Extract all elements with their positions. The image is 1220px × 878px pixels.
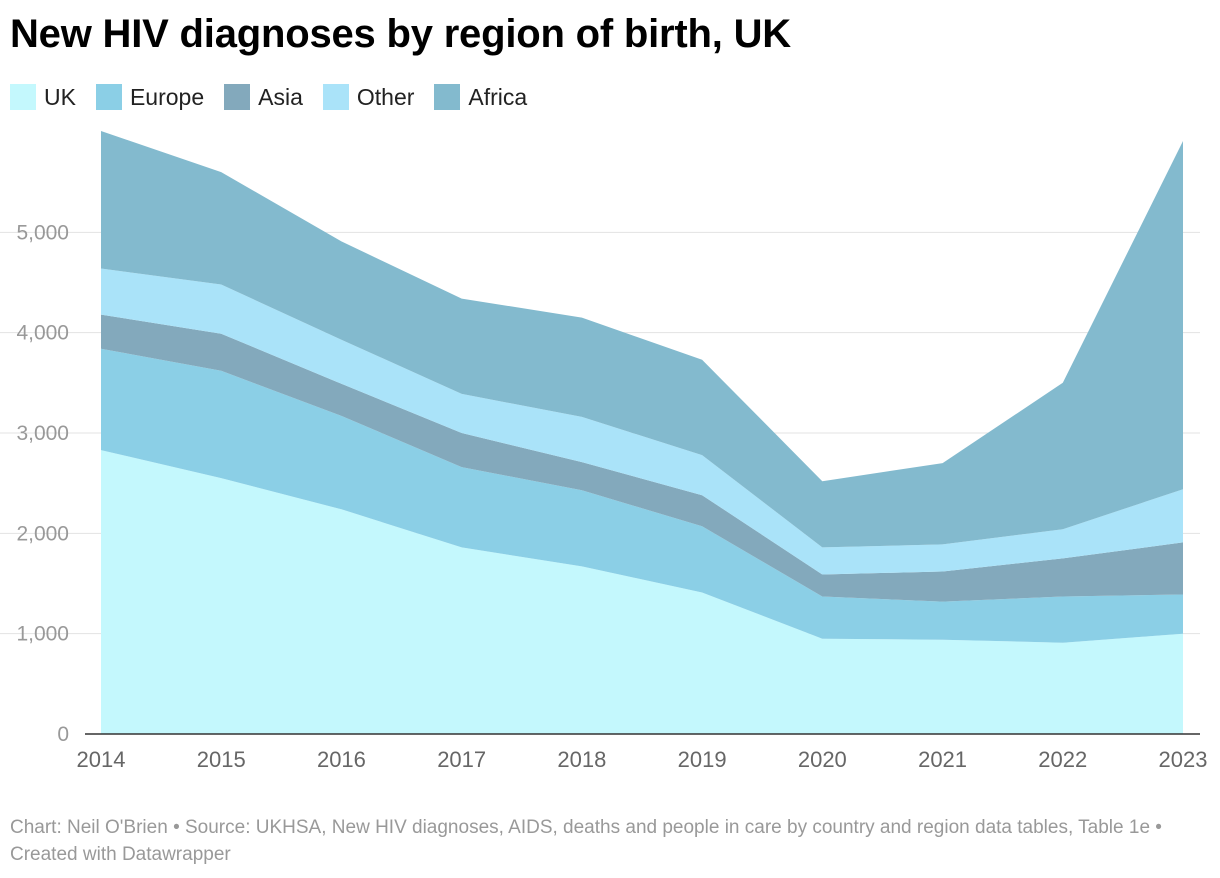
legend-item-other: Other [322,83,415,111]
chart-title: New HIV diagnoses by region of birth, UK [10,12,791,56]
y-tick-label: 3,000 [16,422,69,445]
legend-label-europe: Europe [129,83,205,110]
area-europe [101,348,1183,643]
x-tick-label: 2020 [798,747,847,772]
legend-item-africa: Africa [434,84,527,111]
legend-swatch-asia [224,84,251,110]
x-tick-label: 2019 [678,747,727,772]
y-tick-label: 2,000 [16,522,69,545]
legend-swatch-uk [10,84,36,110]
chart-footer: Chart: Neil O'Brien • Source: UKHSA, New… [10,817,1162,865]
x-tick-label: 2014 [77,747,126,772]
area-africa [101,131,1183,548]
legend-item-uk: UK [10,84,76,111]
area-asia [101,314,1183,602]
y-tick-label: 1,000 [16,623,69,646]
x-tick-label: 2016 [317,747,366,772]
y-tick-label: 0 [57,723,69,746]
y-tick-label: 5,000 [16,221,69,244]
area-series [101,131,1183,734]
legend-swatch-other [322,84,349,110]
legend-swatch-europe [95,84,122,110]
legend-label-other: Other [356,83,415,110]
area-uk [101,450,1183,734]
x-tick-label: 2018 [557,747,606,772]
x-tick-label: 2017 [437,747,486,772]
axes: 0 1,000 2,000 3,000 4,000 5,000 2014 2015 2016 20… [16,221,1207,772]
legend: UK Europe Asia Other Africa [10,82,547,112]
legend-item-europe: Europe [95,83,205,111]
x-tick-label: 2022 [1038,747,1087,772]
legend-label-africa: Africa [468,83,528,110]
x-tick-label: 2023 [1159,747,1208,772]
legend-swatch-africa [434,84,461,110]
y-tick-label: 4,000 [16,322,69,345]
x-tick-label: 2021 [918,747,967,772]
stacked-area-chart: 0 1,000 2,000 3,000 4,000 5,000 2014 2015 2016 20… [0,131,1207,772]
area-other [101,268,1183,575]
legend-label-uk: UK [44,83,76,110]
legend-label-asia: Asia [258,83,303,110]
x-tick-label: 2015 [197,747,246,772]
legend-item-asia: Asia [224,84,303,111]
